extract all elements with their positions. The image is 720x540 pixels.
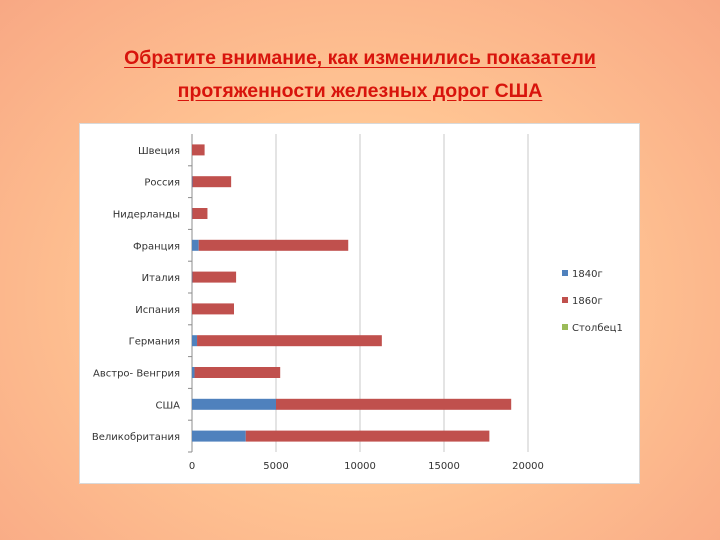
bar-1860г [194,367,281,378]
category-label: Нидерланды [113,210,180,221]
bar-1860г [276,398,512,410]
bar-1860г [197,335,382,347]
legend-swatch [562,297,568,303]
slide-title: Обратите внимание, как изменились показа… [40,42,680,108]
legend-label: 1860г [572,296,603,307]
legend-label: Столбец1 [572,323,623,334]
bar-chart: 0 5000 10000 15000 20000 Швеция Россия Нидерлан… [92,134,623,472]
x-tick-label: 0 [189,461,195,472]
bar-1860г [192,271,237,283]
x-tick-label: 15000 [428,461,460,472]
legend-swatch [562,270,568,276]
x-tick-label: 10000 [344,461,376,472]
x-tick-label: 5000 [263,461,288,472]
bar-1840г [192,335,198,347]
category-label: Германия [129,337,180,348]
bar-1840г [192,367,195,378]
x-tick-label: 20000 [512,461,544,472]
bar-1860г [198,239,349,251]
category-label: Швеция [138,146,180,157]
bar-1860г [192,208,208,219]
category-label: США [155,400,180,411]
bar-1840г [192,239,199,251]
bar-1840г [192,430,246,442]
title-line-1: Обратите внимание, как изменились показа… [124,47,596,69]
legend-label: 1840г [572,269,603,280]
category-label: Франция [133,241,180,252]
chart-frame: 0 5000 10000 15000 20000 Швеция Россия Нидерлан… [79,123,640,484]
bar-1860г [192,176,232,188]
category-label: Австро- Венгрия [93,369,180,380]
bar-1840г [192,398,276,410]
category-label: Россия [144,178,180,189]
category-label: Испания [135,305,180,316]
bar-1860г [192,303,234,315]
bar-1860г [192,144,205,156]
category-label: Италия [142,273,180,284]
bar-1840г [192,176,193,188]
category-label: Великобритания [92,432,180,443]
bar-1860г [245,430,490,442]
legend-swatch [562,324,568,330]
title-line-2: протяженности железных дорог США [177,80,543,102]
